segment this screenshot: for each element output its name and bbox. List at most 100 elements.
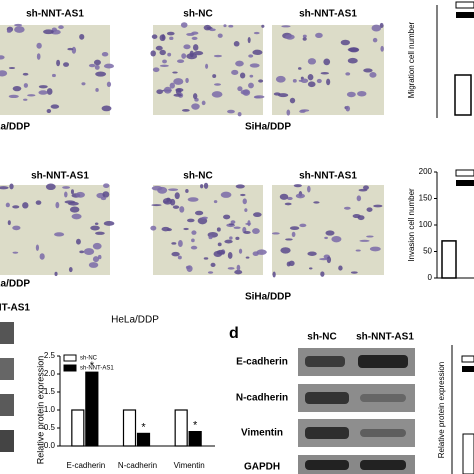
cell (237, 112, 242, 117)
cell (380, 45, 384, 52)
row-label: N-cadherin (236, 393, 288, 404)
bar-cropped (454, 74, 472, 116)
cell (81, 82, 86, 86)
cell (186, 53, 198, 60)
cell (187, 218, 195, 223)
cell (6, 29, 12, 33)
cell (273, 92, 281, 96)
cell (326, 78, 331, 86)
y-tick-label: 50 (423, 247, 432, 256)
cell (338, 265, 343, 271)
cell (103, 220, 115, 226)
cell (227, 109, 235, 114)
cell (236, 264, 241, 271)
cell (55, 201, 60, 209)
cell (280, 247, 291, 254)
cell (169, 36, 174, 41)
cell (0, 186, 9, 190)
cell (27, 94, 36, 97)
cell (214, 83, 221, 86)
cell (63, 62, 70, 67)
cell (227, 252, 233, 259)
cell (366, 207, 373, 212)
cell (51, 73, 56, 78)
cell (235, 236, 240, 241)
cell (207, 271, 214, 274)
y-tick-label: 0.0 (44, 441, 56, 450)
cell (247, 36, 251, 44)
col-label: sh-NNT-AS1 (26, 9, 84, 20)
cell (183, 44, 191, 50)
cell (363, 185, 369, 190)
y-tick-label: 1.0 (44, 405, 56, 414)
cell (180, 22, 188, 28)
cell (203, 24, 212, 31)
legend-box (455, 169, 474, 177)
cell (173, 93, 183, 97)
cell (97, 254, 102, 260)
micrographs (0, 22, 384, 278)
cell (179, 206, 185, 213)
cell (254, 95, 265, 99)
cell (217, 242, 222, 247)
cell (100, 197, 107, 201)
cell (101, 105, 112, 112)
cell (307, 185, 311, 193)
legend-swatch (63, 354, 77, 362)
cell (350, 271, 358, 274)
cell (166, 197, 171, 202)
cell (79, 250, 85, 254)
cell (281, 25, 291, 28)
cell (366, 235, 374, 238)
blot (0, 430, 14, 452)
cell (171, 251, 180, 257)
cell (279, 193, 289, 200)
cell (238, 248, 243, 254)
cell (228, 24, 234, 28)
cell (245, 222, 252, 225)
cell (35, 244, 40, 251)
cell (94, 64, 100, 70)
cell (201, 100, 206, 106)
cell (92, 256, 99, 263)
cell (163, 86, 172, 94)
cell (186, 265, 193, 272)
cell (7, 220, 11, 226)
cell (239, 72, 246, 79)
cell (190, 245, 198, 250)
legend-label: sh-NNT-AS1 (80, 366, 114, 372)
cell (156, 89, 163, 95)
row-label: E-cadherin (236, 357, 288, 368)
cell (323, 58, 331, 66)
cell (230, 220, 236, 224)
cell (64, 191, 68, 198)
cell (307, 81, 316, 88)
cell (347, 57, 358, 64)
cell (213, 200, 218, 204)
cell (39, 253, 45, 260)
cell (36, 42, 42, 49)
cell (233, 226, 241, 229)
cell (50, 104, 60, 109)
cell (302, 37, 307, 41)
cell (101, 52, 109, 57)
cell (302, 34, 307, 38)
y-label: Relative protein expression (35, 356, 45, 465)
row-label: Vimentin (241, 428, 283, 439)
cell (289, 97, 296, 104)
cell (275, 75, 286, 83)
cell (186, 32, 195, 36)
cell (347, 47, 359, 52)
cell (69, 206, 80, 213)
y-label: Invasion cell number (407, 188, 416, 262)
cell (94, 222, 99, 225)
cell (352, 214, 361, 219)
cell (291, 231, 296, 237)
cell (177, 59, 185, 64)
cell (185, 189, 189, 193)
cell (359, 239, 370, 242)
legend-label: sh-NC (80, 356, 98, 362)
blots (298, 348, 415, 474)
cell (92, 242, 102, 250)
cell (234, 269, 243, 275)
